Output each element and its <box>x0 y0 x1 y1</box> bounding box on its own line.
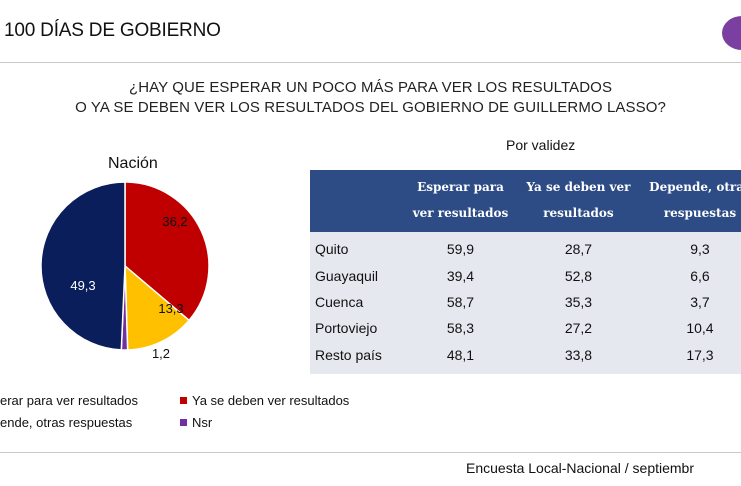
pie-label-nsr: 1,2 <box>152 346 170 361</box>
pie-slice-ya-se-deben <box>124 181 210 322</box>
pie-chart: 49,3 36,2 13,3 1,2 <box>40 181 210 361</box>
row-label: Cuenca <box>310 288 404 316</box>
question-line-1: ¿HAY QUE ESPERAR UN POCO MÁS PARA VER LO… <box>128 79 613 96</box>
footer-divider <box>0 452 741 453</box>
table-cell: 9,3 <box>639 232 741 263</box>
table-row: Quito 59,9 28,7 9,3 <box>310 232 741 263</box>
table-cell: 59,9 <box>404 232 517 263</box>
pie-slice-depende <box>124 264 191 351</box>
table-cell: 17,3 <box>639 341 741 374</box>
pie-chart-title: Nación <box>108 155 158 172</box>
pie-label-ya-se-deben: 36,2 <box>162 214 187 229</box>
table-cell: 3,7 <box>639 288 741 316</box>
table-cell: 58,7 <box>404 288 517 316</box>
table-header-ya-se-deben: Ya se deben ver resultados <box>516 170 640 232</box>
validity-table: Esperar para ver resultados Ya se deben … <box>310 170 741 374</box>
table-cell: 33,8 <box>516 341 640 374</box>
row-label: Resto país <box>310 341 404 374</box>
table-cell: 52,8 <box>516 262 640 289</box>
table-row: Resto país 48,1 33,8 17,3 <box>310 341 741 374</box>
table-header-row: Esperar para ver resultados Ya se deben … <box>310 170 741 232</box>
legend-label-esperar: erar para ver resultados <box>0 393 139 408</box>
table-cell: 58,3 <box>404 315 517 342</box>
legend-swatch-nsr <box>180 419 187 427</box>
row-label: Quito <box>310 232 404 263</box>
table-header-esperar-line-2: ver resultados <box>412 206 509 220</box>
table-header-depende: Depende, otras respuestas <box>639 170 741 232</box>
table-cell: 27,2 <box>516 315 640 342</box>
table-header-depende-line-1: Depende, otras <box>649 180 741 194</box>
table-header-depende-line-2: respuestas <box>663 206 737 220</box>
table-header-ya-se-deben-line-2: resultados <box>543 206 614 220</box>
row-label: Guayaquil <box>310 262 404 289</box>
table-header-ya-se-deben-line-1: Ya se deben ver <box>526 180 631 194</box>
table-cell: 39,4 <box>404 262 517 289</box>
pie-slice-esperar <box>40 181 126 351</box>
legend-label-ya-se-deben: Ya se deben ver resultados <box>192 393 350 408</box>
footer-source: Encuesta Local-Nacional / septiembr <box>466 460 695 476</box>
pie-label-esperar: 49,3 <box>70 278 95 293</box>
legend-item-depende: ende, otras respuestas <box>0 415 132 430</box>
table-cell: 35,3 <box>516 288 640 316</box>
table-header-corner <box>310 170 404 232</box>
question-line-2: O YA SE DEBEN VER LOS RESULTADOS DEL GOB… <box>75 99 666 116</box>
legend-label-depende: ende, otras respuestas <box>0 415 133 430</box>
pie-label-depende: 13,3 <box>158 301 183 316</box>
table-cell: 48,1 <box>404 341 517 374</box>
legend-item-esperar: erar para ver resultados <box>0 393 138 408</box>
survey-question: ¿HAY QUE ESPERAR UN POCO MÁS PARA VER LO… <box>0 78 741 118</box>
table-header-esperar-line-1: Esperar para <box>417 180 504 194</box>
row-label: Portoviejo <box>310 315 404 342</box>
table-cell: 28,7 <box>516 232 640 263</box>
table-cell: 10,4 <box>639 315 741 342</box>
table-title: Por validez <box>506 137 576 153</box>
table-row: Cuenca 58,7 35,3 3,7 <box>310 288 741 316</box>
page-title: 100 DÍAS DE GOBIERNO <box>4 20 221 41</box>
legend-item-nsr: Nsr <box>180 415 212 430</box>
table-cell: 6,6 <box>639 262 741 289</box>
brand-logo <box>722 16 741 50</box>
header-divider <box>0 62 741 63</box>
legend-label-nsr: Nsr <box>192 415 213 430</box>
legend-item-ya-se-deben: Ya se deben ver resultados <box>180 393 349 408</box>
legend-swatch-ya-se-deben <box>180 397 187 405</box>
table-row: Portoviejo 58,3 27,2 10,4 <box>310 315 741 342</box>
table-row: Guayaquil 39,4 52,8 6,6 <box>310 262 741 289</box>
table-header-esperar: Esperar para ver resultados <box>404 170 517 232</box>
